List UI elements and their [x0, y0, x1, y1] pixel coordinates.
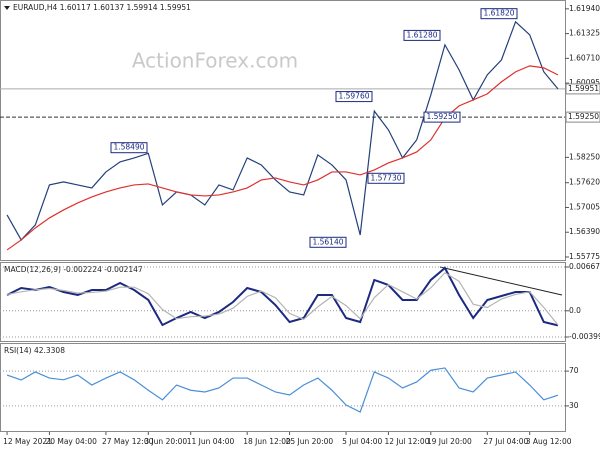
y-tick-label: 1.61940: [569, 4, 600, 13]
macd-panel: [0, 262, 566, 342]
macd-title: MACD(12,26,9) -0.002224 -0.002147: [4, 265, 143, 274]
annotation-box: [480, 8, 518, 20]
trend-line: [439, 266, 563, 296]
y-tick-label: 1.57005: [569, 202, 600, 211]
level-label-box: [565, 111, 600, 123]
annotation-label: 1.59250: [426, 112, 457, 121]
x-tick-label: 27 Jul 04:00: [483, 437, 528, 446]
level-label: 1.59250: [568, 112, 599, 121]
y-tick-label: 1.61325: [569, 29, 600, 38]
x-tick-label: 12 May 2021: [3, 437, 52, 446]
y-tick-label: 1.60710: [569, 53, 600, 62]
rsi-panel: [0, 343, 566, 432]
annotation-label: 1.57730: [370, 173, 401, 182]
annotation-label: 1.61820: [483, 9, 514, 18]
x-tick-label: 27 May 12:00: [102, 437, 154, 446]
series-line: [6, 271, 559, 326]
annotation-box: [335, 91, 373, 103]
x-tick-label: 3 Aug 12:00: [526, 437, 572, 446]
annotation-label: 1.61280: [406, 30, 437, 39]
y-tick-label: 1.56390: [569, 227, 600, 236]
annotation-label: 1.56140: [312, 237, 343, 246]
annotation-box: [110, 142, 148, 154]
level-label: 1.59951: [568, 84, 599, 93]
watermark: ActionForex.com: [132, 49, 298, 73]
annotation-label: 1.59760: [338, 92, 369, 101]
annotation-label: 1.58490: [113, 143, 144, 152]
x-tick-label: 3 Jun 20:00: [144, 437, 187, 446]
x-tick-label: 19 Jul 20:00: [427, 437, 472, 446]
x-tick-label: 18 Jun 12:00: [243, 437, 291, 446]
y-tick-label: 0.006679: [569, 262, 600, 271]
series-line: [6, 266, 559, 327]
x-tick-label: 11 Jun 04:00: [187, 437, 235, 446]
series-line: [6, 367, 559, 413]
y-tick-label: 30: [569, 401, 579, 410]
x-tick-label: 20 May 04:00: [45, 437, 97, 446]
annotation-box: [309, 236, 347, 248]
level-label-box: [565, 83, 600, 95]
menu-triangle: [4, 6, 10, 10]
series-line: [6, 20, 559, 241]
annotation-box: [423, 111, 461, 123]
y-tick-label: 0.0: [569, 306, 581, 315]
y-tick-label: 1.57620: [569, 178, 600, 187]
rsi-title: RSI(14) 42.3308: [4, 346, 65, 355]
x-tick-label: 5 Jul 04:00: [342, 437, 382, 446]
y-tick-label: 70: [569, 366, 579, 375]
price-title: EURAUD,H4 1.60117 1.60137 1.59914 1.5995…: [13, 3, 191, 12]
series-line: [6, 65, 559, 251]
y-tick-label: -0.003994: [569, 332, 600, 341]
x-tick-label: 12 Jul 12:00: [384, 437, 429, 446]
y-tick-label: 1.55775: [569, 252, 600, 261]
annotation-box: [403, 29, 441, 41]
price-panel: [0, 0, 566, 261]
annotation-box: [367, 172, 405, 184]
y-tick-label: 1.58250: [569, 152, 600, 161]
x-tick-label: 25 Jun 20:00: [286, 437, 334, 446]
y-tick-label: 1.60095: [569, 78, 600, 87]
